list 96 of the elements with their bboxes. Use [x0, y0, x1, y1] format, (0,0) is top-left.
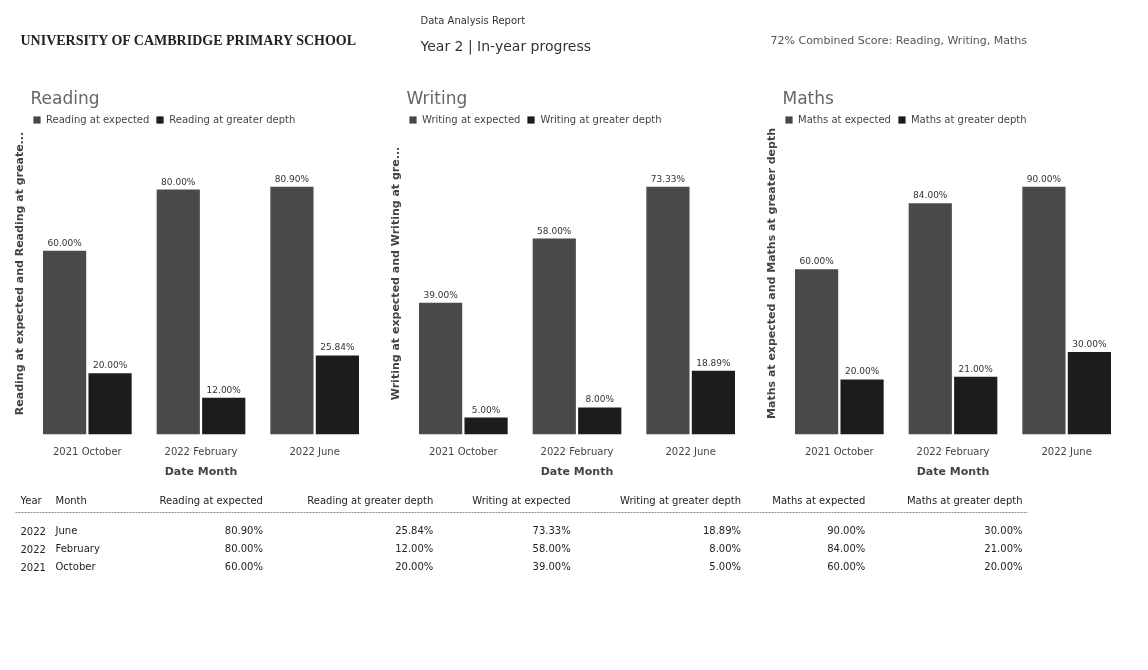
- bar: [202, 397, 246, 435]
- data-label: 21.00%: [958, 363, 994, 374]
- data-label: 90.00%: [1026, 173, 1062, 184]
- text: 12.00%: [395, 543, 434, 554]
- data-label: 25.84%: [320, 342, 356, 353]
- data-label: 30.00%: [1072, 338, 1108, 349]
- y-axis-title: Writing at expected and Writing at gre...: [388, 146, 402, 401]
- x-tick-label: 2022 June: [289, 445, 340, 457]
- bar: [954, 376, 998, 435]
- text: 60.00%: [224, 561, 263, 572]
- text: 30.00%: [984, 525, 1023, 536]
- bar: [419, 302, 463, 435]
- data-label: 58.00%: [537, 225, 572, 236]
- x-tick-label: 2021 October: [53, 445, 123, 457]
- text: 2022: [20, 543, 46, 555]
- bar: [315, 355, 359, 435]
- legend-label: Reading at expected: [46, 114, 150, 125]
- x-tick-label: 2021 October: [429, 445, 499, 457]
- text: 58.00%: [532, 543, 571, 554]
- text: 25.84%: [395, 525, 434, 536]
- bar: [1067, 351, 1111, 435]
- category-label: Maths at expected: [772, 495, 866, 506]
- text: 8.00%: [709, 543, 742, 554]
- data-label: 18.89%: [696, 357, 732, 368]
- text: June: [55, 525, 78, 536]
- text: 80.90%: [224, 525, 263, 536]
- text: 90.00%: [827, 525, 866, 536]
- legend-label: Writing at greater depth: [540, 114, 662, 125]
- text: February: [55, 543, 100, 554]
- x-tick-label: 2022 February: [916, 445, 990, 457]
- category-label: Writing at expected: [472, 495, 571, 506]
- category-label: Writing at greater depth: [619, 495, 742, 506]
- text: 60.00%: [827, 561, 866, 572]
- bar: [840, 379, 884, 435]
- data-label: 80.00%: [161, 176, 196, 187]
- chart-title: Writing: [406, 87, 468, 108]
- bar: [464, 417, 508, 435]
- bar: [908, 203, 952, 435]
- x-axis-title: Date Month: [164, 464, 238, 478]
- text: 2022: [20, 525, 46, 537]
- text: 39.00%: [532, 561, 571, 572]
- bar: [578, 407, 622, 435]
- x-tick-label: 2021 October: [805, 445, 875, 457]
- text: 73.33%: [532, 525, 571, 536]
- bar: [156, 189, 200, 435]
- data-label: 84.00%: [913, 190, 948, 201]
- data-label: 12.00%: [206, 384, 242, 395]
- x-axis-title: Date Month: [916, 464, 990, 478]
- bar: [532, 238, 576, 435]
- x-tick-label: 2022 June: [665, 445, 716, 457]
- y-axis-title: Maths at expected and Maths at greater depth: [764, 128, 778, 419]
- bar: [270, 186, 314, 435]
- text: Year 2 | In-year progress: [419, 37, 592, 55]
- bar: [691, 370, 735, 435]
- bar: [88, 373, 132, 435]
- data-label: 80.90%: [274, 173, 310, 184]
- bar: [1022, 186, 1066, 435]
- legend-label: Reading at greater depth: [169, 114, 296, 125]
- x-tick-label: 2022 June: [1041, 445, 1092, 457]
- bar: [43, 250, 87, 435]
- chart-title: Maths: [782, 87, 835, 108]
- category-label: Reading at greater depth: [307, 495, 434, 506]
- text: 21.00%: [984, 543, 1023, 554]
- text: 80.00%: [224, 543, 263, 554]
- legend-label: Writing at expected: [422, 114, 521, 125]
- chart-title: Reading: [30, 87, 100, 108]
- text: 5.00%: [709, 561, 742, 572]
- data-label: 8.00%: [585, 394, 615, 405]
- data-label: 20.00%: [92, 360, 128, 371]
- text: October: [55, 561, 96, 572]
- data-label: 5.00%: [471, 404, 501, 415]
- category-label: Reading at expected: [159, 495, 263, 506]
- data-label: 39.00%: [423, 289, 459, 300]
- text: 84.00%: [827, 543, 866, 554]
- x-tick-label: 2022 February: [540, 445, 614, 457]
- text: 72% Combined Score: Reading, Writing, Maths: [770, 34, 1028, 47]
- x-tick-label: 2022 February: [164, 445, 238, 457]
- data-label: 60.00%: [47, 237, 83, 248]
- text: 2021: [20, 561, 46, 573]
- text: 18.89%: [702, 525, 742, 536]
- text: UNIVERSITY OF CAMBRIDGE PRIMARY SCHOOL: [20, 33, 357, 48]
- x-axis-title: Date Month: [540, 464, 614, 478]
- text: 20.00%: [984, 561, 1023, 572]
- legend-label: Maths at expected: [798, 114, 891, 125]
- data-label: 60.00%: [799, 256, 835, 267]
- legend-label: Maths at greater depth: [910, 114, 1027, 125]
- text: Data Analysis Report: [420, 15, 526, 26]
- data-label: 20.00%: [844, 366, 880, 377]
- data-label: 73.33%: [650, 173, 686, 184]
- bar: [646, 186, 690, 435]
- category-label: Year: [19, 495, 43, 506]
- category-label: Month: [55, 495, 87, 506]
- text: 20.00%: [395, 561, 434, 572]
- bar: [795, 269, 839, 435]
- y-axis-title: Reading at expected and Reading at greate...: [12, 131, 26, 416]
- category-label: Maths at greater depth: [906, 495, 1023, 506]
